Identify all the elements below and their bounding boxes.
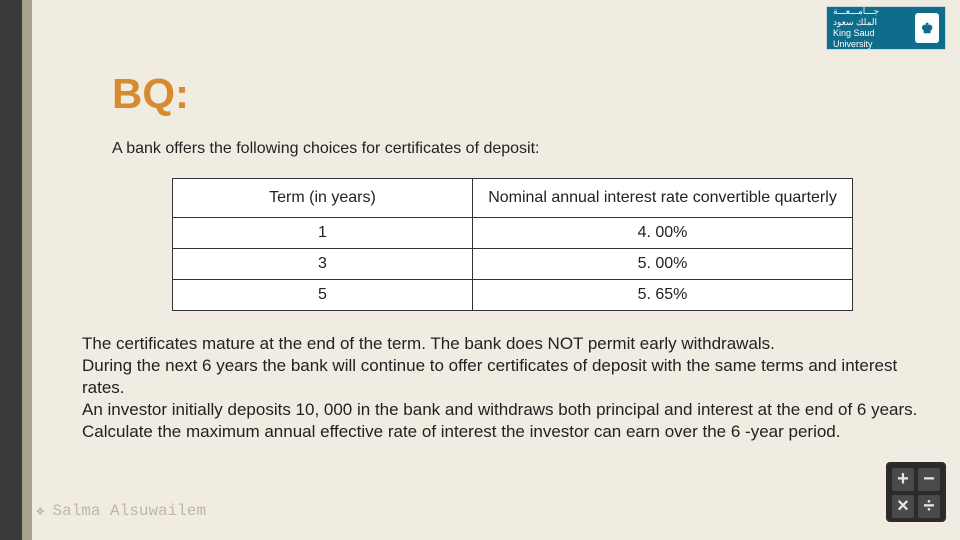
paragraph: The certificates mature at the end of th… [82, 333, 922, 355]
bullet-icon: ❖ [36, 503, 44, 520]
cell-term: 1 [173, 218, 473, 249]
table-row: 5 5. 65% [173, 280, 853, 311]
crest-icon: ♚ [915, 13, 939, 43]
paragraph: During the next 6 years the bank will co… [82, 355, 922, 399]
logo-line1: جـــامـــعـــة [833, 6, 915, 17]
table-row: 3 5. 00% [173, 249, 853, 280]
cell-term: 3 [173, 249, 473, 280]
logo-line2: الملك سعود [833, 17, 915, 28]
table-row: 1 4. 00% [173, 218, 853, 249]
cell-rate: 5. 00% [473, 249, 853, 280]
left-accent-dark [0, 0, 22, 540]
calc-key-times: × [892, 495, 914, 518]
author-name: Salma Alsuwailem [52, 502, 206, 520]
cell-term: 5 [173, 280, 473, 311]
logo-line3: King Saud University [833, 28, 915, 50]
calc-key-plus: + [892, 468, 914, 491]
calculator-icon: + − × ÷ [886, 462, 946, 522]
university-logo: جـــامـــعـــة الملك سعود King Saud Univ… [826, 6, 946, 50]
body-paragraphs: The certificates mature at the end of th… [82, 333, 922, 443]
table-header-row: Term (in years) Nominal annual interest … [173, 179, 853, 218]
cd-table: Term (in years) Nominal annual interest … [172, 178, 853, 311]
calc-key-minus: − [918, 468, 940, 491]
cell-rate: 5. 65% [473, 280, 853, 311]
paragraph: An investor initially deposits 10, 000 i… [82, 399, 922, 421]
col-header-rate: Nominal annual interest rate convertible… [473, 179, 853, 218]
paragraph: Calculate the maximum annual effective r… [82, 421, 922, 443]
calc-key-divide: ÷ [918, 495, 940, 518]
logo-text: جـــامـــعـــة الملك سعود King Saud Univ… [833, 6, 915, 49]
col-header-term: Term (in years) [173, 179, 473, 218]
slide-heading: BQ: [112, 70, 922, 118]
footer-author: ❖ Salma Alsuwailem [36, 502, 206, 520]
left-accent-light [22, 0, 32, 540]
intro-text: A bank offers the following choices for … [112, 140, 922, 158]
cell-rate: 4. 00% [473, 218, 853, 249]
slide-content: BQ: A bank offers the following choices … [112, 70, 922, 443]
